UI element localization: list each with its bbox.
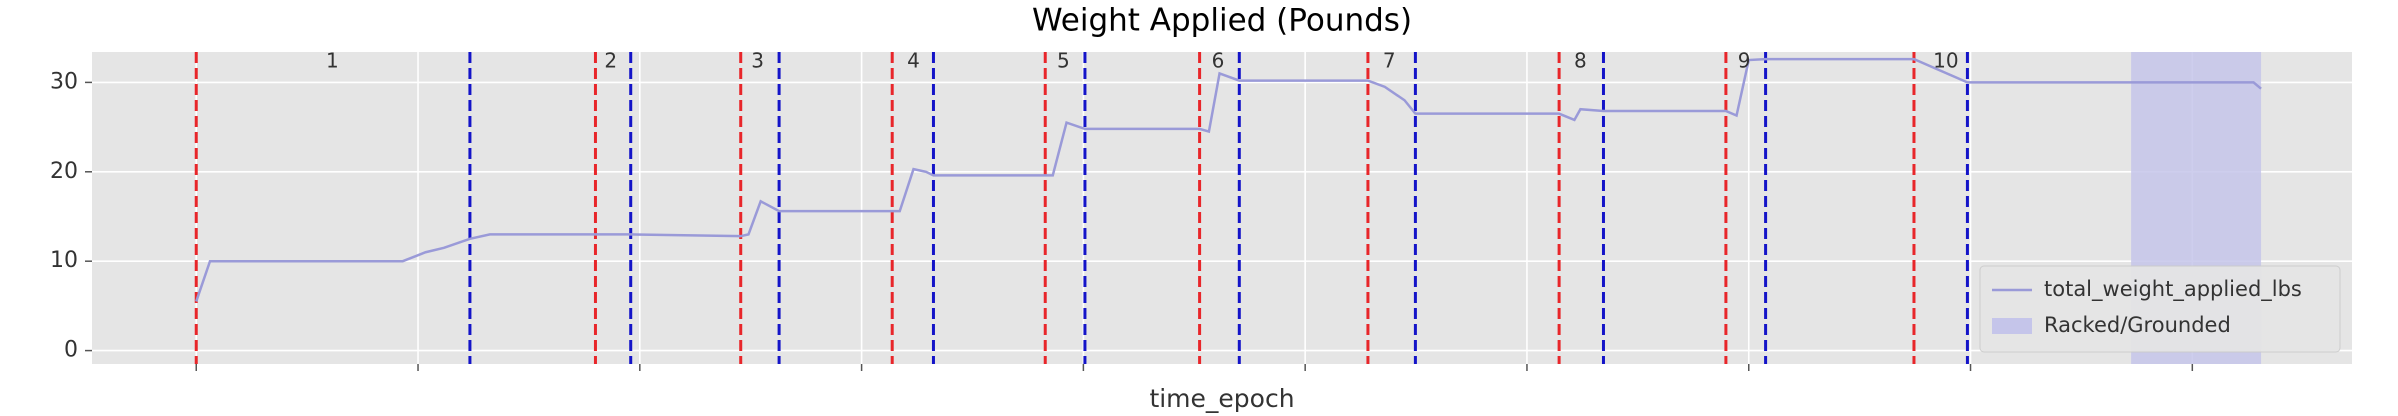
legend-swatch xyxy=(1992,318,2032,334)
annotation: 9 xyxy=(1738,49,1751,73)
legend-label: Racked/Grounded xyxy=(2044,313,2231,337)
legend-label: total_weight_applied_lbs xyxy=(2044,277,2302,302)
annotation: 8 xyxy=(1574,49,1587,73)
y-tick-label: 30 xyxy=(50,69,78,94)
annotation: 1 xyxy=(326,49,339,73)
annotation: 3 xyxy=(751,49,764,73)
x-axis-label: time_epoch xyxy=(1149,384,1294,413)
annotation: 2 xyxy=(604,49,617,73)
annotation: 7 xyxy=(1383,49,1396,73)
legend-box xyxy=(1979,265,2341,353)
y-tick-label: 0 xyxy=(64,338,78,363)
annotation: 10 xyxy=(1933,49,1958,73)
annotation: 5 xyxy=(1057,49,1070,73)
y-tick-label: 20 xyxy=(50,159,78,184)
y-tick-label: 10 xyxy=(50,248,78,273)
series-line xyxy=(195,57,2262,302)
annotation: 6 xyxy=(1212,49,1225,73)
chart-title: Weight Applied (Pounds) xyxy=(1032,3,1412,39)
annotation: 4 xyxy=(907,49,920,73)
